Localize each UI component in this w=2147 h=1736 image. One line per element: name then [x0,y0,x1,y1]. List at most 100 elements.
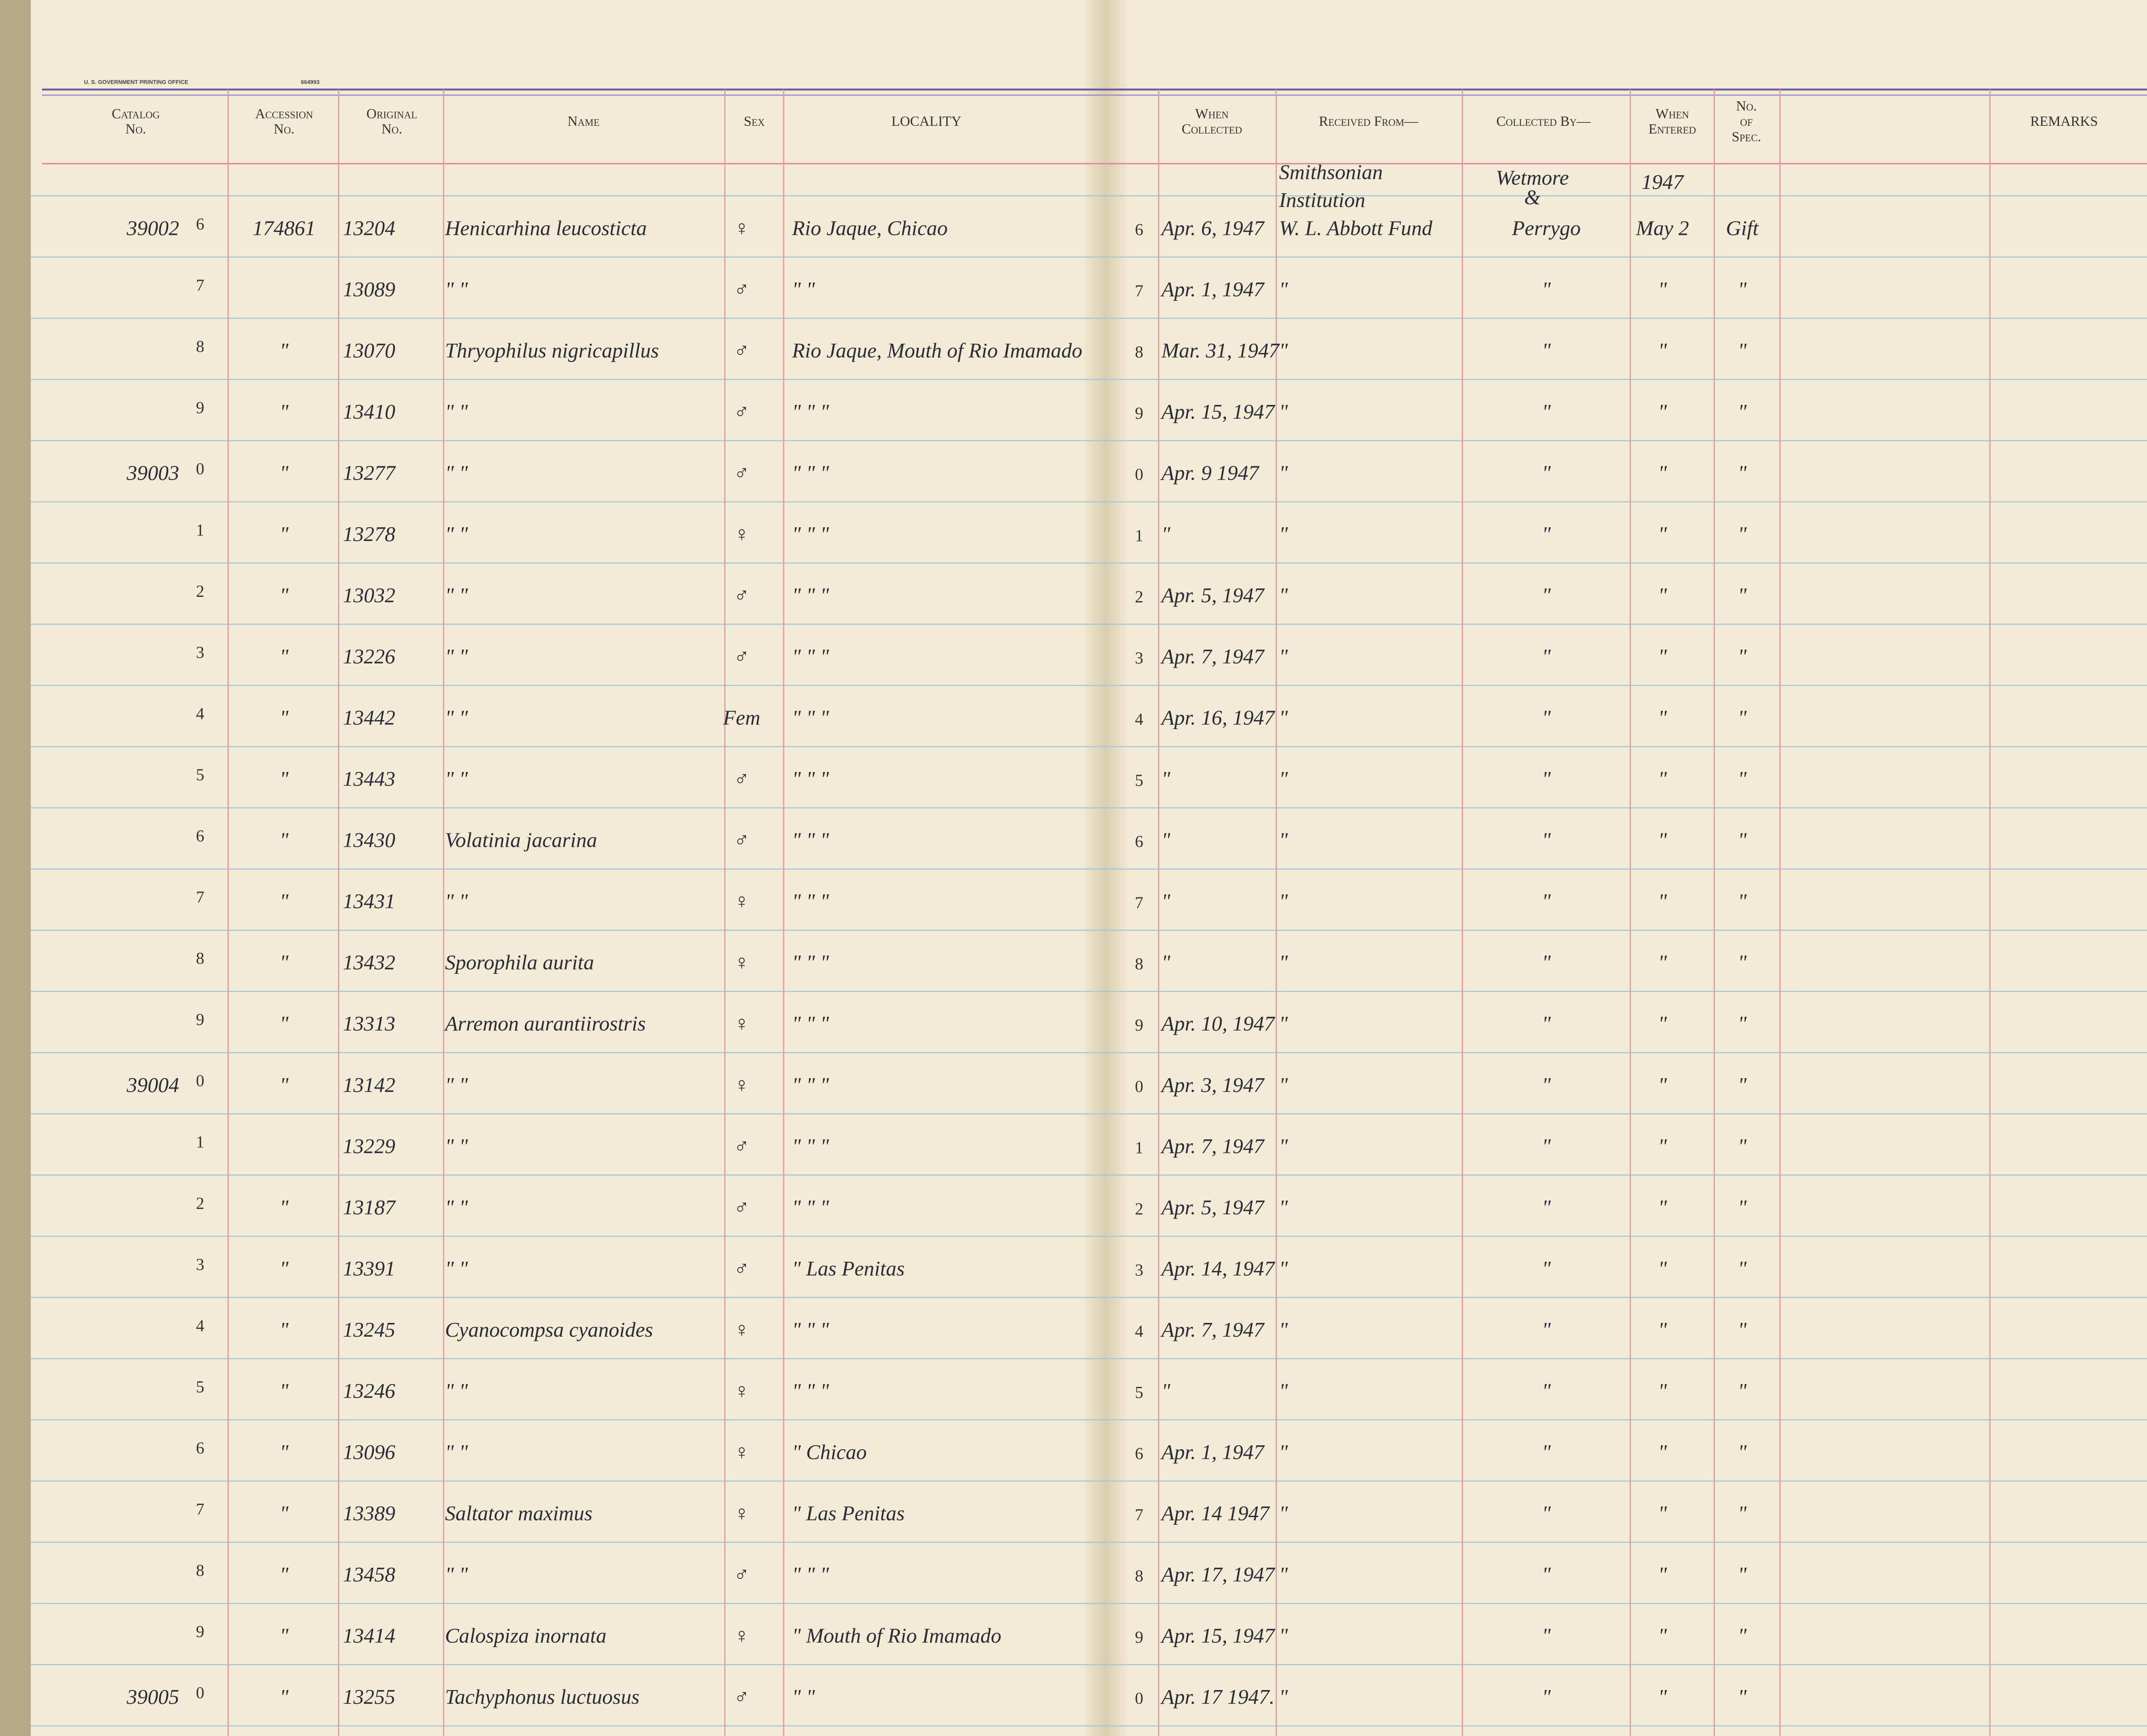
spec: " [1738,1624,1747,1648]
name: " " [445,522,468,546]
accession: " [280,645,289,668]
sex: ♀ [734,1379,750,1402]
column-headers: U. S. GOVERNMENT PRINTING OFFICE 664993 Ca… [84,79,2098,145]
spec: " [1738,1012,1747,1035]
catalog: 0 [196,1072,204,1090]
entered: " [1658,889,1667,913]
collected-on: Apr. 14, 1947 [1160,1256,1276,1280]
spec: " [1738,889,1747,913]
entries: 39002 6 174861 13204 Henicarhina leucosticta… [126,160,1759,1709]
line: 7 [1135,894,1143,912]
entered: " [1658,277,1667,301]
column-header: Name [568,114,600,129]
locality: " " " [792,400,829,423]
original: 13389 [343,1501,395,1525]
locality: " " " [792,461,829,484]
sex: ♂ [734,1134,750,1158]
column-header: When [1195,106,1229,122]
collected-on: Apr. 3, 1947 [1160,1073,1265,1097]
collected-on: Apr. 10, 1947 [1160,1012,1276,1035]
name: " " [445,1073,468,1097]
column-header: Entered [1648,122,1696,137]
catalog: 3 [196,643,204,662]
original: 13032 [343,584,395,607]
spec: " [1738,1563,1747,1586]
locality: " " [792,277,815,301]
line: 3 [1135,1261,1143,1279]
name: Henicarhina leucosticta [444,216,647,240]
collected-on: " [1162,951,1171,974]
collected-on: " [1162,1379,1171,1402]
line: 8 [1135,955,1143,973]
collected-on: Apr. 15, 1947 [1160,400,1276,423]
collected-on: Apr. 7, 1947 [1160,1318,1265,1341]
locality: " Las Penitas [792,1256,905,1280]
line: 0 [1135,1689,1143,1708]
accession: " [280,1501,289,1525]
collector: " [1542,461,1551,484]
received: " [1279,645,1288,668]
sex: ♂ [734,400,750,423]
received-note: Smithsonian [1279,160,1383,184]
locality: " " " [792,1563,829,1586]
spec: " [1738,400,1747,423]
received: " [1279,400,1288,423]
collected-on: Apr. 5, 1947 [1160,1195,1265,1219]
entered: " [1658,1195,1667,1219]
original: 13229 [343,1134,395,1158]
collector: " [1542,951,1551,974]
spec: " [1738,1501,1747,1525]
catalog: 7 [196,1500,204,1518]
received: " [1279,1379,1288,1402]
sex: ♂ [734,584,750,607]
entered: " [1658,951,1667,974]
collector: " [1542,767,1551,790]
original: 13414 [343,1624,395,1648]
spec: " [1738,1134,1747,1158]
line: 5 [1135,771,1143,790]
collected-on: Apr. 14 1947 [1160,1501,1271,1525]
original: 13410 [343,400,395,423]
collector: " [1542,1624,1551,1648]
spec: " [1738,522,1747,546]
sex: ♂ [734,1256,750,1280]
collector: " [1542,1012,1551,1035]
collector: " [1542,400,1551,423]
line: 6 [1135,1444,1143,1463]
name: " " [445,400,468,423]
spec: " [1738,1440,1747,1464]
accession: " [280,1624,289,1648]
name: " " [445,889,468,913]
line: 1 [1135,1138,1143,1157]
original: 13443 [343,767,395,790]
spec: " [1738,1073,1747,1097]
line: 0 [1135,1077,1143,1096]
accession: " [280,1318,289,1341]
column-header: No. [274,122,294,137]
catalog: 9 [196,1010,204,1029]
received: " [1279,338,1288,362]
entered: " [1658,1012,1667,1035]
received: " [1279,584,1288,607]
catalog: 7 [196,888,204,906]
name: Tachyphonus luctuosus [445,1685,639,1709]
original: 13313 [343,1012,395,1035]
column-header: Collected By— [1496,114,1591,129]
line: 2 [1135,1200,1143,1218]
line: 4 [1135,1322,1143,1341]
sex: ♂ [734,1563,750,1586]
name: Cyanocompsa cyanoides [445,1318,653,1341]
locality: " " " [792,889,829,913]
accession: " [280,1195,289,1219]
spec: " [1738,645,1747,668]
accession: " [280,400,289,423]
column-header: Collected [1182,122,1242,137]
catalog: 9 [196,1623,204,1641]
received: " [1279,889,1288,913]
original: 13391 [343,1256,395,1280]
catalog: 2 [196,1194,204,1213]
locality: Rio Jaque, Mouth of Rio Imamado [792,338,1083,362]
entered: " [1658,1256,1667,1280]
column-header: Sex [744,114,765,129]
original: 13255 [343,1685,395,1709]
